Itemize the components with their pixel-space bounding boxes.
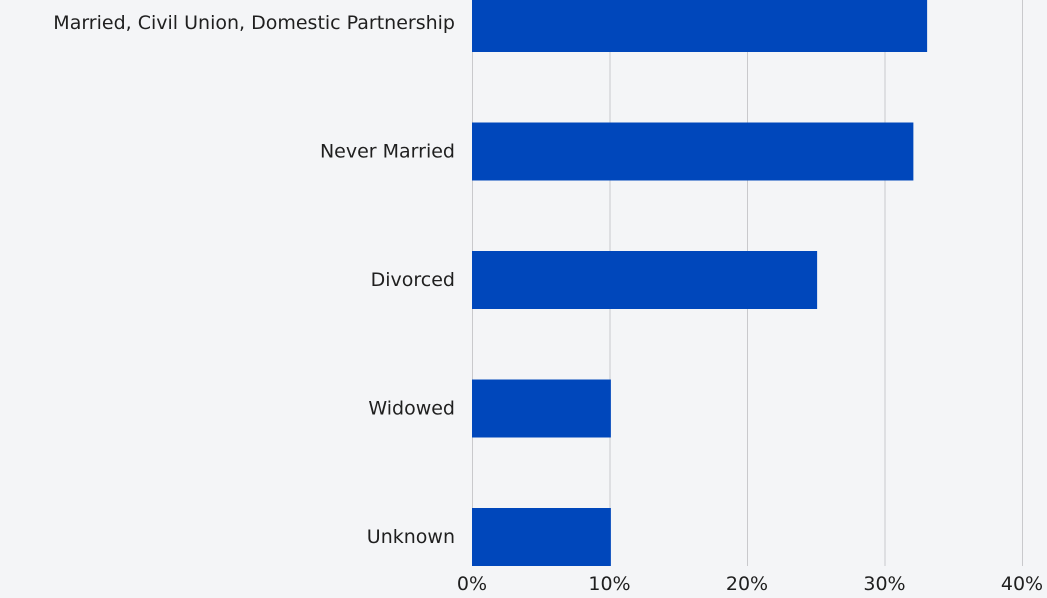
- bars: [472, 0, 928, 566]
- category-label: Never Married: [320, 141, 455, 163]
- category-label: Unknown: [367, 526, 455, 548]
- x-tick-label: 40%: [1001, 573, 1043, 595]
- bar: [472, 122, 914, 181]
- x-axis-tick-labels: 0% 10% 20% 30% 40%: [457, 573, 1043, 595]
- bar: [472, 0, 928, 52]
- x-tick-label: 20%: [726, 573, 768, 595]
- bar: [472, 251, 818, 309]
- x-tick-label: 30%: [863, 573, 905, 595]
- category-label: Married, Civil Union, Domestic Partnersh…: [53, 12, 455, 34]
- bar: [472, 379, 611, 438]
- bar: [472, 508, 611, 566]
- category-label: Widowed: [368, 398, 455, 420]
- category-label: Divorced: [371, 269, 455, 291]
- x-tick-label: 10%: [588, 573, 630, 595]
- category-labels: Married, Civil Union, Domestic Partnersh…: [53, 12, 455, 548]
- x-tick-label: 0%: [457, 573, 487, 595]
